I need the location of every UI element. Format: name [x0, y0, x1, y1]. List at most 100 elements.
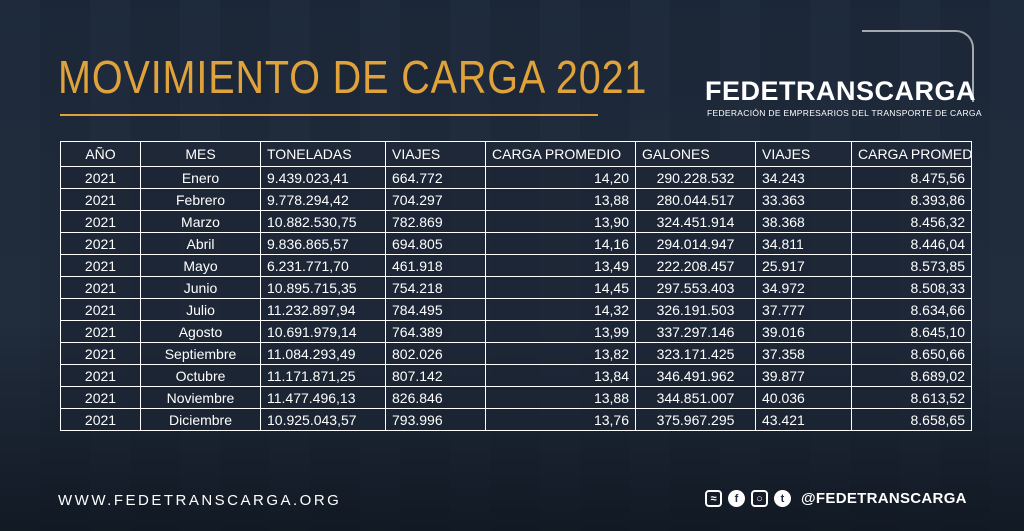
table-cell: 323.171.425	[635, 342, 756, 365]
table-cell: 2021	[60, 320, 141, 343]
table-cell: 39.016	[755, 320, 852, 343]
table-cell: 754.218	[385, 276, 486, 299]
table-cell: 9.778.294,42	[260, 188, 386, 211]
table-cell: 2021	[60, 408, 141, 431]
table-cell: 8.613,52	[851, 386, 972, 409]
table-cell: 2021	[60, 342, 141, 365]
table-cell: 13,49	[485, 254, 636, 277]
table-cell: 807.142	[385, 364, 486, 387]
table-cell: 39.877	[755, 364, 852, 387]
table-cell: 802.026	[385, 342, 486, 365]
twitter-icon[interactable]: t	[774, 490, 791, 507]
table-cell: 33.363	[755, 188, 852, 211]
table-cell: 280.044.517	[635, 188, 756, 211]
table-cell: 13,84	[485, 364, 636, 387]
table-cell: Octubre	[140, 364, 261, 387]
table-cell: 826.846	[385, 386, 486, 409]
table-cell: 664.772	[385, 166, 486, 189]
table-row: 2021 Marzo 10.882.530,75 782.869 13,90 324.45…	[60, 210, 972, 233]
header-cell: TONELADAS	[260, 141, 386, 167]
table-cell: 8.456,32	[851, 210, 972, 233]
table-cell: 10.925.043,57	[260, 408, 386, 431]
table-cell: 344.851.007	[635, 386, 756, 409]
social-handle[interactable]: @FEDETRANSCARGA	[801, 490, 967, 507]
table-cell: 13,99	[485, 320, 636, 343]
table-cell: Diciembre	[140, 408, 261, 431]
table-cell: Junio	[140, 276, 261, 299]
table-cell: 8.446,04	[851, 232, 972, 255]
table-cell: Noviembre	[140, 386, 261, 409]
table-cell: Julio	[140, 298, 261, 321]
table-cell: 37.358	[755, 342, 852, 365]
header-cell: CARGA PROMEDIO	[851, 141, 972, 167]
table-cell: 13,76	[485, 408, 636, 431]
table-cell: 13,88	[485, 386, 636, 409]
table-row: 2021 Abril 9.836.865,57 694.805 14,16 294.014…	[60, 232, 972, 255]
table-row: 2021 Enero 9.439.023,41 664.772 14,20 290.228…	[60, 166, 972, 189]
table-cell: 346.491.962	[635, 364, 756, 387]
table-cell: 11.084.293,49	[260, 342, 386, 365]
table-row: 2021 Julio 11.232.897,94 784.495 14,32 326.19…	[60, 298, 972, 321]
table-cell: 326.191.503	[635, 298, 756, 321]
page-title: MOVIMIENTO DE CARGA 2021	[58, 51, 648, 103]
table-cell: 461.918	[385, 254, 486, 277]
table-cell: 38.368	[755, 210, 852, 233]
table-cell: 2021	[60, 276, 141, 299]
table-cell: 11.232.897,94	[260, 298, 386, 321]
table-cell: 13,88	[485, 188, 636, 211]
title-underline	[60, 114, 598, 116]
truck-logo-icon	[862, 30, 974, 102]
table-cell: 9.836.865,57	[260, 232, 386, 255]
table-row: 2021 Septiembre 11.084.293,49 802.026 13,82 3…	[60, 342, 972, 365]
table-cell: Enero	[140, 166, 261, 189]
table-cell: 8.645,10	[851, 320, 972, 343]
rss-icon[interactable]: ≈	[705, 490, 722, 507]
table-cell: Agosto	[140, 320, 261, 343]
social-links: ≈ f ○ t @FEDETRANSCARGA	[705, 490, 967, 507]
table-cell: Abril	[140, 232, 261, 255]
header-cell: AÑO	[60, 141, 141, 167]
table-row: 2021 Octubre 11.171.871,25 807.142 13,84 346.…	[60, 364, 972, 387]
facebook-icon[interactable]: f	[728, 490, 745, 507]
table-cell: 37.777	[755, 298, 852, 321]
table-cell: 324.451.914	[635, 210, 756, 233]
table-cell: 14,45	[485, 276, 636, 299]
table-cell: Septiembre	[140, 342, 261, 365]
table-cell: 8.393,86	[851, 188, 972, 211]
table-cell: 2021	[60, 298, 141, 321]
table-cell: 704.297	[385, 188, 486, 211]
table-row: 2021 Agosto 10.691.979,14 764.389 13,99 337.2…	[60, 320, 972, 343]
table-cell: 2021	[60, 166, 141, 189]
header-cell: VIAJES	[755, 141, 852, 167]
table-cell: 34.972	[755, 276, 852, 299]
header-cell: GALONES	[635, 141, 756, 167]
table-cell: Marzo	[140, 210, 261, 233]
table-cell: 13,82	[485, 342, 636, 365]
table-cell: 2021	[60, 254, 141, 277]
table-cell: 375.967.295	[635, 408, 756, 431]
table-cell: 784.495	[385, 298, 486, 321]
table-cell: 793.996	[385, 408, 486, 431]
table-cell: 13,90	[485, 210, 636, 233]
table-cell: 9.439.023,41	[260, 166, 386, 189]
instagram-icon[interactable]: ○	[751, 490, 768, 507]
table-cell: Mayo	[140, 254, 261, 277]
table-cell: 8.508,33	[851, 276, 972, 299]
table-cell: 14,32	[485, 298, 636, 321]
table-cell: 8.689,02	[851, 364, 972, 387]
table-cell: 294.014.947	[635, 232, 756, 255]
website-url[interactable]: WWW.FEDETRANSCARGA.ORG	[58, 492, 342, 509]
header-cell: MES	[140, 141, 261, 167]
brand-name: FEDETRANSCARGA	[705, 76, 977, 106]
table-cell: 337.297.146	[635, 320, 756, 343]
table-cell: 8.573,85	[851, 254, 972, 277]
table-cell: 290.228.532	[635, 166, 756, 189]
table-cell: 2021	[60, 364, 141, 387]
table-cell: 10.691.979,14	[260, 320, 386, 343]
header-cell: CARGA PROMEDIO	[485, 141, 636, 167]
table-cell: 34.811	[755, 232, 852, 255]
table-cell: Febrero	[140, 188, 261, 211]
table-row: 2021 Noviembre 11.477.496,13 826.846 13,88 34…	[60, 386, 972, 409]
table-cell: 297.553.403	[635, 276, 756, 299]
table-cell: 34.243	[755, 166, 852, 189]
